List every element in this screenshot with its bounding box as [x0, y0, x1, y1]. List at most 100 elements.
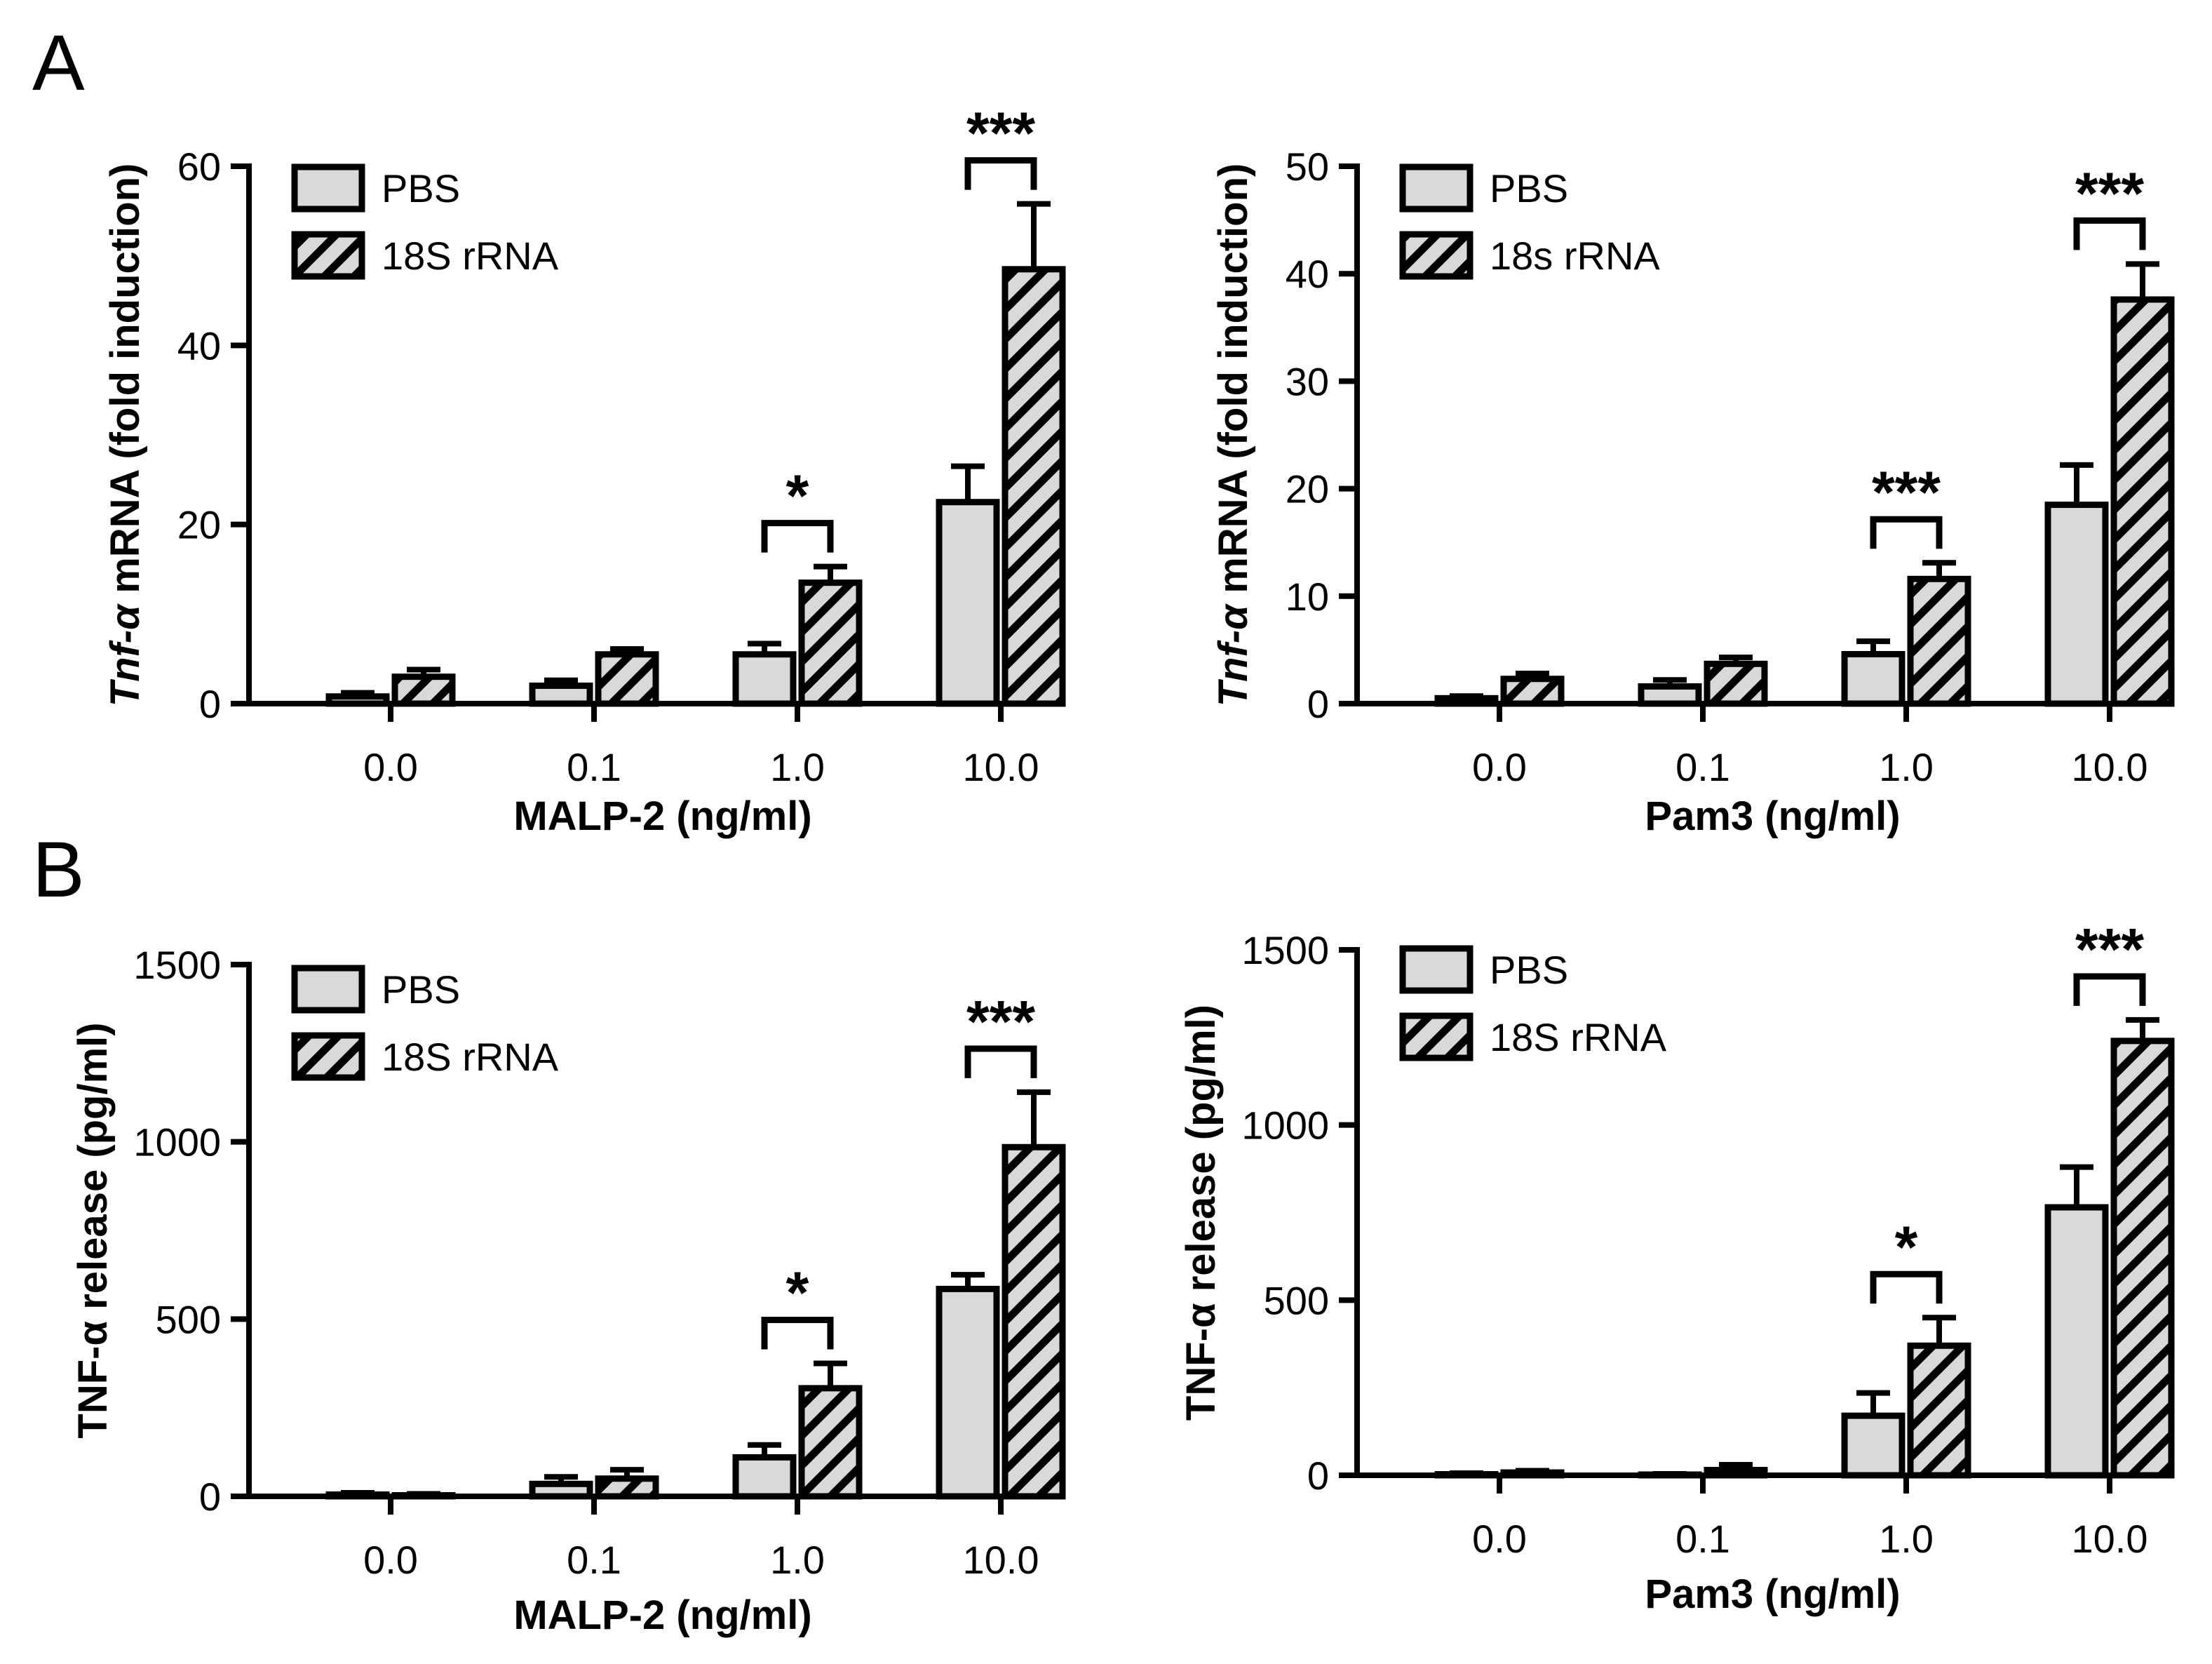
bar-rrna: [1002, 1143, 1066, 1500]
y-tick-label: 30: [1286, 359, 1329, 403]
bar-pbs: [1434, 695, 1499, 707]
y-tick-label: 10: [1286, 575, 1329, 619]
significance-label: ***: [2075, 916, 2144, 982]
significance-bracket: [1870, 516, 1943, 549]
x-tick-label: 0.1: [1675, 1517, 1730, 1561]
legend-label: 18s rRNA: [1490, 234, 1660, 278]
y-tick-label: 0: [1307, 1454, 1329, 1498]
chart-a-right: 0 10 20 30 40 50 0.0 0.1 1.0 10.0 *** *** PBS 18s rRN…: [1210, 145, 2175, 839]
bar-pbs: [1841, 1412, 1906, 1479]
x-tick-label: 1.0: [1879, 745, 1934, 789]
x-axis-title: Pam3 (ng/ml): [1645, 1571, 1900, 1617]
legend-swatch-pbs: [1399, 945, 1473, 994]
panel-label-A: A: [32, 19, 85, 107]
y-tick-label: 40: [177, 323, 221, 368]
significance-label: ***: [2075, 160, 2144, 226]
x-tick-label: 0.1: [567, 745, 621, 789]
bar-rrna: [798, 579, 863, 707]
bar-rrna: [595, 651, 659, 707]
significance-label: *: [1895, 1214, 1918, 1280]
panel-label-B: B: [32, 826, 85, 913]
bar-rrna: [2110, 1038, 2175, 1479]
significance-label: ***: [966, 988, 1035, 1054]
legend-swatch-pbs: [291, 965, 365, 1014]
y-axis-title: Tnf-α mRNA (fold induction): [1210, 163, 1256, 707]
significance-bracket: [2073, 217, 2146, 250]
x-tick-label: 0.1: [1675, 745, 1730, 789]
legend-swatch-pbs: [291, 163, 365, 213]
y-axis-title-italic: Tnf-α: [1210, 603, 1256, 706]
bar-pbs: [1841, 651, 1906, 707]
y-tick-label: 1000: [133, 1120, 221, 1165]
legend-label: 18S rRNA: [1490, 1015, 1667, 1059]
y-tick-label: 40: [1286, 252, 1329, 296]
y-axis-title-rest: mRNA (fold induction): [102, 163, 148, 605]
bar-rrna: [1704, 660, 1768, 707]
bar-rrna: [1907, 575, 1971, 707]
bar-pbs: [936, 499, 1000, 707]
y-tick-label: 0: [1307, 682, 1329, 726]
legend-label: 18S rRNA: [382, 1035, 559, 1079]
bar-rrna: [798, 1385, 863, 1500]
x-tick-label: 1.0: [770, 1538, 825, 1582]
y-tick-label: 20: [177, 503, 221, 547]
significance-bracket: [761, 520, 834, 553]
bar-rrna: [1002, 266, 1066, 707]
x-axis-title: Pam3 (ng/ml): [1645, 793, 1900, 839]
x-tick-label: 10.0: [2072, 1517, 2148, 1561]
x-tick-label: 10.0: [963, 745, 1039, 789]
bar-pbs: [2044, 1204, 2109, 1479]
significance-label: ***: [1872, 459, 1941, 525]
y-tick-label: 50: [1286, 145, 1329, 189]
y-tick-label: 1500: [133, 943, 221, 987]
bar-pbs: [732, 1454, 797, 1500]
legend-label: PBS: [382, 967, 460, 1012]
y-axis-title: TNF-α release (pg/ml): [70, 1022, 116, 1438]
legend-swatch-rrna: [1399, 1012, 1473, 1061]
bar-rrna: [1500, 676, 1565, 707]
bar-pbs: [325, 693, 390, 707]
legend-label: PBS: [1490, 166, 1568, 210]
bar-pbs: [529, 682, 593, 707]
significance-bracket: [2073, 973, 2146, 1006]
y-tick-label: 500: [156, 1297, 221, 1341]
y-axis-title-italic: Tnf-α: [102, 603, 148, 706]
bar-rrna: [595, 1475, 659, 1500]
x-tick-label: 0.0: [363, 1538, 418, 1582]
bar-pbs: [529, 1480, 593, 1500]
x-tick-label: 1.0: [1879, 1517, 1934, 1561]
legend-swatch-pbs: [1399, 163, 1473, 213]
significance-bracket: [964, 1045, 1037, 1078]
x-axis-title: MALP-2 (ng/ml): [513, 1592, 811, 1638]
significance-bracket: [1870, 1270, 1943, 1304]
x-tick-label: 0.1: [567, 1538, 621, 1582]
y-axis-title: Tnf-α mRNA (fold induction): [102, 163, 148, 707]
x-tick-label: 0.0: [363, 745, 418, 789]
significance-bracket: [964, 157, 1037, 190]
y-tick-label: 20: [1286, 467, 1329, 511]
legend-label: PBS: [1490, 948, 1568, 992]
significance-label: *: [786, 463, 809, 529]
bar-pbs: [936, 1285, 1000, 1500]
y-tick-label: 0: [199, 1475, 221, 1519]
legend-swatch-rrna: [1399, 231, 1473, 280]
bar-pbs: [2044, 502, 2109, 707]
legend-swatch-rrna: [291, 231, 365, 280]
y-tick-label: 60: [177, 145, 221, 189]
bar-rrna: [2110, 296, 2175, 707]
legend-label: 18S rRNA: [382, 234, 559, 278]
x-tick-label: 10.0: [2072, 745, 2148, 789]
x-tick-label: 0.0: [1472, 1517, 1527, 1561]
x-tick-label: 1.0: [770, 745, 825, 789]
x-tick-label: 10.0: [963, 1538, 1039, 1582]
significance-label: *: [786, 1260, 809, 1326]
x-tick-label: 0.0: [1472, 745, 1527, 789]
bar-rrna: [1907, 1342, 1971, 1479]
y-tick-label: 1000: [1241, 1103, 1329, 1148]
y-tick-label: 1500: [1241, 928, 1329, 972]
x-axis-title: MALP-2 (ng/ml): [513, 793, 811, 839]
